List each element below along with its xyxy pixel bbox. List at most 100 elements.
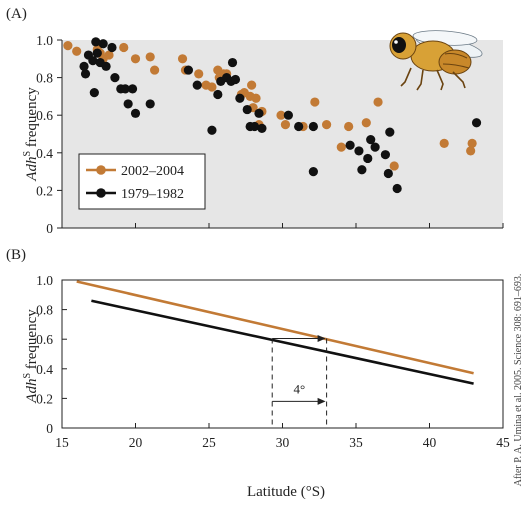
scatter-point — [294, 121, 304, 132]
legend-marker-2002-2004 — [96, 165, 106, 175]
panel-b-y-axis: 0 0.2 0.4 0.6 0.8 1.0 — [36, 273, 67, 436]
panel-a-y-tick-label: 0.2 — [36, 183, 53, 198]
panel-b-x-tick-label: 45 — [496, 435, 510, 450]
panel-a-y-axis-label: AdhS frequency — [22, 87, 40, 182]
scatter-point — [283, 110, 293, 120]
scatter-point — [280, 120, 291, 130]
scatter-point — [322, 120, 332, 130]
scatter-point — [63, 41, 73, 51]
scatter-point — [366, 135, 376, 145]
scatter-point — [123, 99, 133, 109]
panel-b-y-tick-label: 0 — [46, 421, 53, 436]
panel-a-legend: 2002–2004 1979–1982 — [78, 153, 206, 210]
scatter-point — [336, 142, 346, 152]
regression-line-2002–2004 — [76, 280, 474, 375]
scatter-point — [207, 125, 217, 135]
scatter-point — [89, 88, 99, 98]
scatter-point — [392, 183, 402, 194]
scatter-point — [467, 138, 477, 148]
scatter-point — [276, 110, 286, 120]
scatter-point — [127, 84, 138, 94]
scatter-point — [242, 104, 252, 115]
scatter-point — [120, 84, 130, 94]
legend-box — [78, 153, 206, 210]
scatter-point — [192, 80, 202, 90]
scatter-point — [150, 65, 160, 75]
panel-b-x-tick-label: 20 — [129, 435, 143, 450]
fruit-fly-icon — [389, 30, 483, 91]
panel-a-x-axis — [61, 223, 504, 229]
scatter-point — [80, 69, 91, 79]
series-2002–2004 — [63, 41, 477, 171]
scatter-point — [471, 118, 482, 128]
legend-label-2002-2004: 2002–2004 — [121, 164, 184, 179]
scatter-point — [104, 50, 114, 60]
scatter-point — [344, 121, 354, 132]
series-1979–1982 — [79, 37, 482, 194]
scatter-point — [354, 146, 364, 156]
scatter-point — [227, 57, 238, 68]
scatter-point — [373, 97, 383, 107]
shift-arrow-bottom-head — [317, 397, 326, 405]
panel-b-label: (B) — [6, 247, 26, 263]
panel-b-x-tick-label: 15 — [55, 435, 69, 450]
shift-arrow-top-head — [317, 334, 326, 342]
scatter-point — [389, 161, 399, 171]
panel-b-y-tick-label: 0.2 — [36, 391, 53, 406]
scatter-point — [183, 65, 194, 75]
shift-annotation-label: 4° — [294, 381, 306, 396]
panel-a-y-tick-label: 0.6 — [36, 108, 53, 123]
scatter-point — [98, 39, 108, 49]
panel-a-y-tick-label: 0.4 — [36, 146, 53, 161]
scatter-point — [308, 167, 318, 177]
legend-label-1979-1982: 1979–1982 — [121, 187, 184, 202]
panel-a-y-tick-label: 1.0 — [36, 33, 53, 48]
scatter-point — [257, 123, 267, 133]
scatter-point — [251, 93, 261, 103]
panel-a-y-tick-label: 0.8 — [36, 71, 53, 86]
panel-b-y-tick-label: 0.8 — [36, 303, 53, 318]
scatter-point — [177, 54, 188, 64]
scatter-point — [383, 168, 393, 179]
scatter-point — [107, 42, 117, 53]
scatter-point — [385, 127, 395, 137]
scatter-point — [247, 80, 257, 90]
scatter-point — [370, 142, 380, 152]
scatter-point — [207, 82, 217, 92]
scatter-point — [466, 146, 476, 156]
panel-b-y-tick-label: 1.0 — [36, 273, 53, 288]
scatter-point — [310, 97, 320, 107]
regression-line-1979–1982 — [91, 299, 474, 385]
scatter-point — [345, 140, 355, 150]
scatter-point — [380, 150, 390, 160]
panel-b-x-tick-label: 30 — [276, 435, 290, 450]
panel-b-x-tick-label: 25 — [202, 435, 216, 450]
panel-b-y-axis-label: AdhS frequency — [22, 309, 40, 404]
figure-credit: After P. A. Umina et al. 2005. Science 3… — [513, 274, 524, 487]
scatter-point — [230, 74, 241, 85]
scatter-point — [88, 56, 98, 66]
scatter-point — [92, 48, 102, 58]
scatter-point — [194, 69, 204, 79]
scatter-point — [235, 93, 245, 103]
scatter-point — [72, 46, 82, 56]
scatter-point — [145, 99, 155, 109]
scatter-point — [101, 61, 111, 71]
panel-a-y-axis: 0 0.2 0.4 0.6 0.8 1.0 — [36, 33, 63, 236]
scatter-point — [357, 165, 367, 175]
panel-b-regression-lines — [76, 280, 474, 385]
scatter-point — [119, 42, 129, 53]
scatter-point — [439, 138, 449, 148]
legend-marker-1979-1982 — [96, 188, 106, 198]
panel-b-frame — [61, 279, 504, 429]
scatter-point — [361, 118, 371, 128]
scatter-point — [91, 37, 101, 47]
scatter-point — [363, 153, 373, 164]
panel-b-y-tick-label: 0.4 — [36, 362, 53, 377]
scatter-point — [254, 108, 264, 118]
scatter-point — [249, 121, 260, 132]
scatter-point — [110, 73, 120, 83]
panel-a-scatter-points — [63, 37, 482, 194]
scatter-point — [213, 89, 223, 100]
